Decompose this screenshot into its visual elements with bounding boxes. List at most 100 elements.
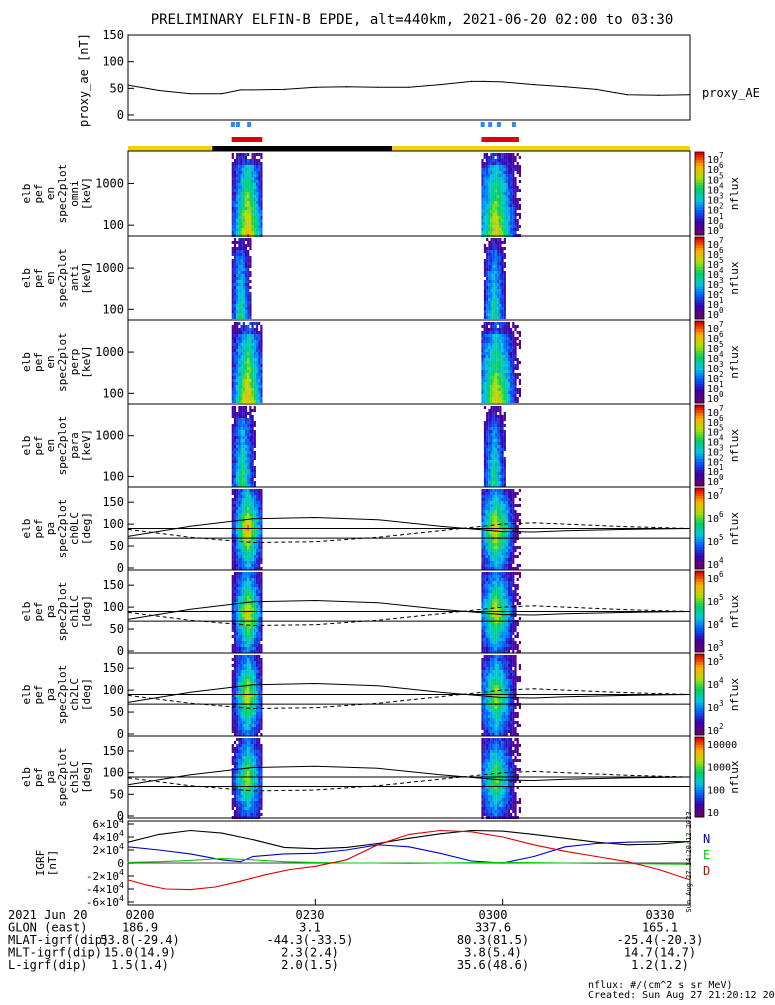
- heatmap-cell: [238, 638, 240, 641]
- heatmap-cell: [245, 587, 247, 590]
- heatmap-cell: [254, 664, 256, 667]
- heatmap-cell: [519, 391, 521, 394]
- heatmap-cell: [499, 457, 501, 460]
- heatmap-cell: [492, 358, 494, 361]
- heatmap-cell: [481, 192, 483, 195]
- heatmap-cell: [247, 207, 249, 210]
- heatmap-cell: [256, 159, 258, 162]
- heatmap-cell: [497, 225, 499, 228]
- heatmap-cell: [238, 442, 240, 445]
- heatmap-cell: [499, 256, 501, 259]
- heatmap-cell: [256, 575, 258, 578]
- heatmap-cell: [232, 228, 234, 231]
- heatmap-cell: [232, 241, 234, 244]
- heatmap-cell: [243, 415, 245, 418]
- heatmap-cell: [495, 189, 497, 192]
- heatmap-cell: [501, 231, 503, 234]
- heatmap-cell: [481, 575, 483, 578]
- heatmap-cell: [241, 516, 243, 519]
- heatmap-cell: [497, 385, 499, 388]
- heatmap-cell: [234, 504, 236, 507]
- heatmap-cell: [232, 525, 234, 528]
- heatmap-cell: [247, 682, 249, 685]
- heatmap-cell: [512, 525, 514, 528]
- heatmap-cell: [514, 397, 516, 400]
- heatmap-cell: [510, 587, 512, 590]
- heatmap-cell: [249, 534, 251, 537]
- heatmap-cell: [504, 256, 506, 259]
- heatmap-cell: [238, 549, 240, 552]
- heatmap-cell: [252, 718, 254, 721]
- heatmap-cell: [232, 448, 234, 451]
- heatmap-cell: [506, 584, 508, 587]
- heatmap-cell: [486, 352, 488, 355]
- heatmap-cell: [236, 183, 238, 186]
- heatmap-cell: [247, 543, 249, 546]
- heatmap-cell: [236, 156, 238, 159]
- heatmap-cell: [236, 168, 238, 171]
- heatmap-cell: [508, 159, 510, 162]
- heatmap-cell: [249, 207, 251, 210]
- heatmap-cell: [238, 361, 240, 364]
- heatmap-cell: [481, 352, 483, 355]
- heatmap-cell: [243, 192, 245, 195]
- heatmap-cell: [243, 507, 245, 510]
- heatmap-cell: [488, 460, 490, 463]
- heatmap-cell: [503, 213, 505, 216]
- heatmap-cell: [499, 271, 501, 274]
- heatmap-cell: [497, 445, 499, 448]
- heatmap-cell: [260, 225, 262, 228]
- heatmap-cell: [249, 658, 251, 661]
- heatmap-cell: [258, 334, 260, 337]
- heatmap-cell: [256, 225, 258, 228]
- heatmap-cell: [232, 394, 234, 397]
- heatmap-cell: [258, 165, 260, 168]
- heatmap-cell: [506, 602, 508, 605]
- heatmap-cell: [238, 280, 240, 283]
- heatmap-cell: [232, 534, 234, 537]
- heatmap-cell: [241, 250, 243, 253]
- heatmap-cell: [514, 495, 516, 498]
- heatmap-cell: [504, 265, 506, 268]
- heatmap-cell: [497, 540, 499, 543]
- heatmap-cell: [245, 222, 247, 225]
- heatmap-cell: [497, 596, 499, 599]
- heatmap-cell: [238, 516, 240, 519]
- heatmap-cell: [499, 177, 501, 180]
- heatmap-cell: [234, 216, 236, 219]
- heatmap-cell: [499, 274, 501, 277]
- heatmap-cell: [243, 664, 245, 667]
- heatmap-cell: [256, 216, 258, 219]
- heatmap-cell: [495, 522, 497, 525]
- heatmap-cell: [260, 367, 262, 370]
- heatmap-cell: [245, 543, 247, 546]
- heatmap-cell: [486, 519, 488, 522]
- heatmap-cell: [503, 629, 505, 632]
- heatmap-cell: [492, 492, 494, 495]
- heatmap-cell: [481, 632, 483, 635]
- heatmap-cell: [247, 189, 249, 192]
- heatmap-cell: [484, 445, 486, 448]
- heatmap-cell: [510, 572, 512, 575]
- heatmap-cell: [258, 346, 260, 349]
- heatmap-cell: [256, 177, 258, 180]
- heatmap-cell: [252, 195, 254, 198]
- heatmap-cell: [488, 174, 490, 177]
- heatmap-cell: [497, 180, 499, 183]
- heatmap-cell: [247, 531, 249, 534]
- heatmap-cell: [503, 153, 505, 156]
- proxy-ae-point: [127, 85, 128, 86]
- heatmap-cell: [254, 361, 256, 364]
- spec-anti-frame: [128, 236, 690, 320]
- heatmap-cell: [234, 608, 236, 611]
- heatmap-cell: [484, 192, 486, 195]
- heatmap-cell: [495, 373, 497, 376]
- heatmap-cell: [488, 207, 490, 210]
- heatmap-cell: [247, 400, 249, 403]
- heatmap-cell: [249, 478, 251, 481]
- heatmap-cell: [238, 721, 240, 724]
- heatmap-cell: [258, 355, 260, 358]
- heatmap-cell: [499, 608, 501, 611]
- heatmap-cell: [497, 587, 499, 590]
